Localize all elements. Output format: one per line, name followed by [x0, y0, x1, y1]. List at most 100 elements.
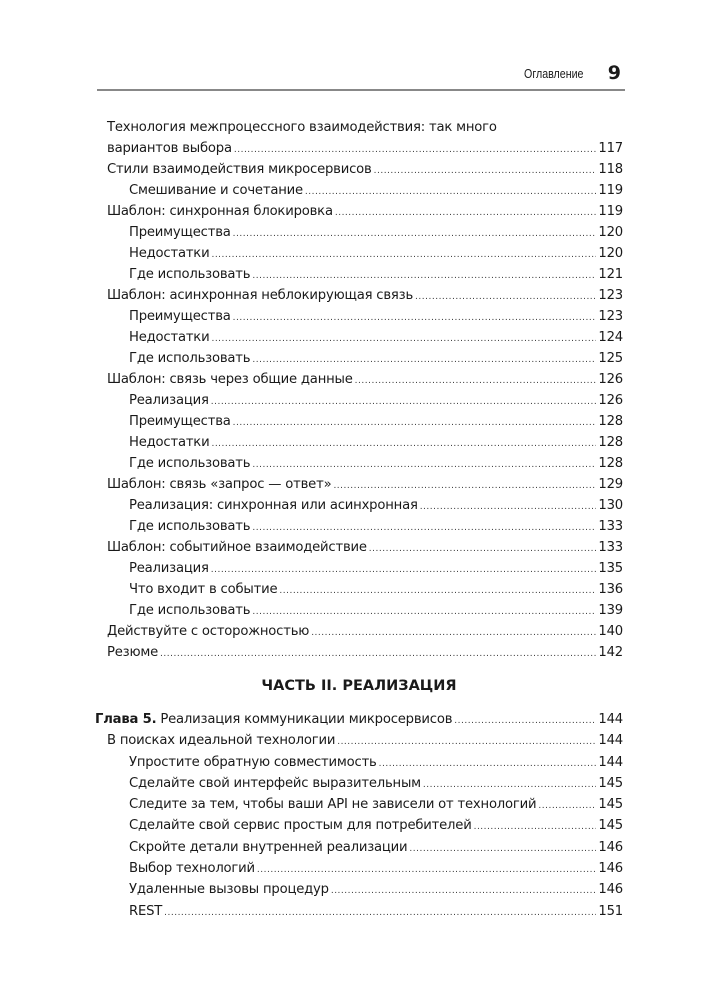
- dot-leader: [164, 901, 596, 924]
- toc-entry[interactable]: Где использовать 139: [95, 600, 623, 621]
- toc-entry-title: В поисках идеальной технологии: [107, 730, 335, 751]
- toc-entry-title: Технология межпроцессного взаимодействия…: [107, 117, 497, 138]
- toc-entry-text: Шаблон: связь «запрос — ответ»: [107, 477, 332, 492]
- toc-entry-text: Недостатки: [129, 435, 210, 450]
- toc-entry-title: Преимущества: [129, 222, 231, 243]
- dot-leader: [211, 390, 597, 413]
- toc-page-number: 144: [598, 712, 623, 727]
- toc-page-number: 145: [598, 818, 623, 834]
- toc-entry[interactable]: вариантов выбора 117: [95, 138, 623, 159]
- toc-entry-text: Реализация коммуникации микросервисов: [156, 712, 453, 727]
- toc-entry[interactable]: Где использовать 121: [95, 264, 623, 285]
- toc-entry[interactable]: Что входит в событие 136: [95, 579, 623, 600]
- toc-entry-text: Где использовать: [129, 267, 251, 282]
- toc-entry-text: Технология межпроцессного взаимодействия…: [107, 120, 497, 135]
- toc-page-number: 128: [598, 456, 623, 471]
- dot-leader: [233, 306, 597, 329]
- toc-list-chapter-5: Глава 5. Реализация коммуникации микросе…: [95, 709, 623, 922]
- toc-entry-title: Недостатки: [129, 432, 210, 453]
- toc-entry[interactable]: Сделайте свой интерфейс выразительным 145: [95, 773, 623, 794]
- toc-entry-title: Преимущества: [129, 306, 231, 327]
- toc-entry-text: Стили взаимодействия микросервисов: [107, 162, 372, 177]
- toc-page-number: 124: [598, 330, 623, 345]
- toc-entry-title: Сделайте свой сервис простым для потреби…: [129, 815, 472, 836]
- toc-entry-title: Где использовать: [129, 348, 251, 369]
- toc-entry[interactable]: Резюме 142: [95, 642, 623, 663]
- toc-entry-text: Упростите обратную совместимость: [129, 754, 377, 770]
- toc-entry[interactable]: Недостатки 120: [95, 243, 623, 264]
- toc-entry-text: Преимущества: [129, 225, 231, 240]
- toc-entry[interactable]: Стили взаимодействия микросервисов 118: [95, 159, 623, 180]
- toc-entry[interactable]: Недостатки 128: [95, 432, 623, 453]
- toc-entry-text: Где использовать: [129, 351, 251, 366]
- dot-leader: [538, 794, 596, 817]
- dot-leader: [211, 327, 596, 350]
- toc-page-number: 126: [598, 372, 623, 387]
- toc-entry-title: Шаблон: событийное взаимодействие: [107, 537, 367, 558]
- toc-entry-text: Сделайте свой сервис простым для потреби…: [129, 818, 472, 834]
- toc-entry-text: Удаленные вызовы процедур: [129, 882, 329, 898]
- dot-leader: [337, 730, 596, 753]
- dot-leader: [423, 773, 597, 796]
- toc-entry-title: Где использовать: [129, 600, 251, 621]
- toc-entry[interactable]: Выбор технологий 146: [95, 858, 623, 879]
- toc-entry-title: Реализация: [129, 558, 209, 579]
- toc-entry-text: Шаблон: событийное взаимодействие: [107, 540, 367, 555]
- toc-page-number: 140: [598, 624, 623, 639]
- part-heading: ЧАСТЬ II. РЕАЛИЗАЦИЯ: [261, 678, 457, 694]
- toc-page-number: 135: [598, 561, 623, 576]
- toc-entry[interactable]: Шаблон: синхронная блокировка 119: [95, 201, 623, 222]
- toc-entry[interactable]: Где использовать 128: [95, 453, 623, 474]
- toc-list: Технология межпроцессного взаимодействия…: [95, 117, 623, 663]
- toc-entry[interactable]: Глава 5. Реализация коммуникации микросе…: [95, 709, 623, 730]
- toc-entry[interactable]: Действуйте с осторожностью 140: [95, 621, 623, 642]
- toc-page-number: 119: [598, 183, 623, 198]
- toc-entry-title: Недостатки: [129, 243, 210, 264]
- toc-entry[interactable]: Реализация 135: [95, 558, 623, 579]
- running-header-title: Оглавление: [523, 66, 583, 81]
- toc-entry[interactable]: Следите за тем, чтобы ваши API не зависе…: [95, 794, 623, 815]
- toc-page-number: 120: [598, 246, 623, 261]
- toc-entry[interactable]: Скройте детали внутренней реализации 146: [95, 837, 623, 858]
- toc-entry[interactable]: Шаблон: асинхронная неблокирующая связь 1…: [95, 285, 623, 306]
- toc-entry[interactable]: Недостатки 124: [95, 327, 623, 348]
- toc-entry[interactable]: REST 151: [95, 901, 623, 922]
- toc-entry[interactable]: Где использовать 125: [95, 348, 623, 369]
- toc-entry-title: Где использовать: [129, 264, 251, 285]
- toc-entry[interactable]: Упростите обратную совместимость 144: [95, 752, 623, 773]
- toc-entry[interactable]: Шаблон: событийное взаимодействие 133: [95, 537, 623, 558]
- toc-page-number: 151: [598, 903, 623, 919]
- toc-entry[interactable]: Преимущества 128: [95, 411, 623, 432]
- toc-entry[interactable]: Реализация 126: [95, 390, 623, 411]
- toc-page-number: 146: [598, 882, 623, 898]
- toc-page-number: 128: [598, 435, 623, 450]
- toc-entry[interactable]: В поисках идеальной технологии 144: [95, 730, 623, 751]
- toc-page-number: 129: [598, 477, 623, 492]
- toc-entry[interactable]: Где использовать 133: [95, 516, 623, 537]
- toc-entry[interactable]: Шаблон: связь через общие данные 126: [95, 369, 623, 390]
- toc-entry-text: Что входит в событие: [129, 582, 278, 597]
- toc-page-number: 144: [598, 733, 623, 749]
- dot-leader: [252, 600, 596, 623]
- toc-page-number: 133: [598, 540, 623, 555]
- toc-entry[interactable]: Сделайте свой сервис простым для потреби…: [95, 815, 623, 836]
- toc-entry-title: Выбор технологий: [129, 858, 255, 879]
- dot-leader: [160, 642, 596, 665]
- toc-entry[interactable]: Реализация: синхронная или асинхронная 13…: [95, 495, 623, 516]
- toc-entry[interactable]: Преимущества 123: [95, 306, 623, 327]
- toc-entry-title: Глава 5. Реализация коммуникации микросе…: [95, 709, 452, 730]
- toc-entry[interactable]: Удаленные вызовы процедур 146: [95, 879, 623, 900]
- dot-leader: [420, 495, 597, 518]
- toc-entry-title: Где использовать: [129, 453, 251, 474]
- toc-entry-text: Реализация: [129, 393, 209, 408]
- toc-entry[interactable]: Шаблон: связь «запрос — ответ» 129: [95, 474, 623, 495]
- toc-entry-text: Преимущества: [129, 414, 231, 429]
- toc-entry-text: Реализация: синхронная или асинхронная: [129, 498, 418, 513]
- dot-leader: [257, 858, 597, 881]
- toc-page-number: 125: [598, 351, 623, 366]
- toc-entry-title: Шаблон: синхронная блокировка: [107, 201, 333, 222]
- toc-entry[interactable]: Смешивание и сочетание 119: [95, 180, 623, 201]
- toc-entry[interactable]: Технология межпроцессного взаимодействия…: [95, 117, 623, 138]
- toc-entry[interactable]: Преимущества 120: [95, 222, 623, 243]
- toc-page-number: 128: [598, 414, 623, 429]
